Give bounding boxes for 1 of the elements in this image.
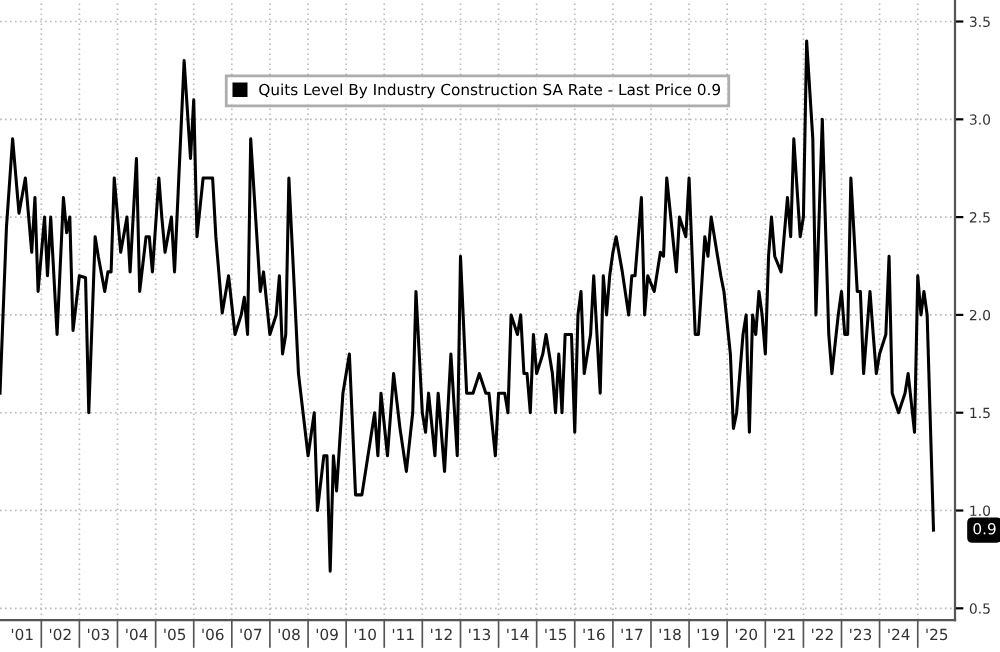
line-series bbox=[0, 39, 936, 573]
